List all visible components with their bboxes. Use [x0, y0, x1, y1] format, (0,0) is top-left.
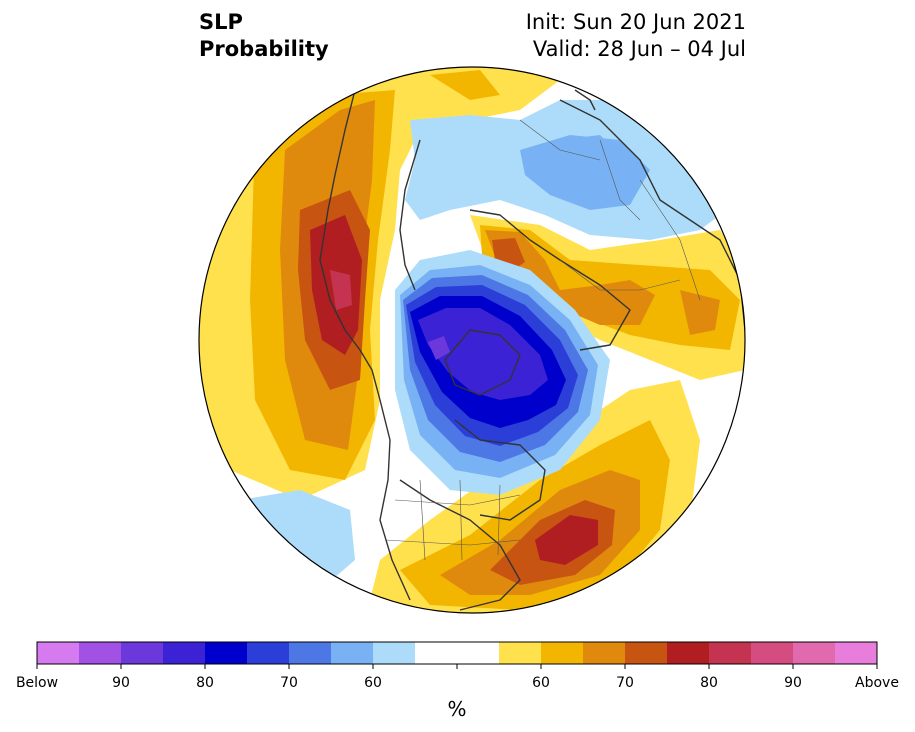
colorbar-label-70-below: 70 — [280, 675, 298, 691]
colorbar — [36, 641, 878, 669]
colorbar-label-below: Below — [15, 675, 59, 691]
colorbar-swatch — [79, 642, 122, 664]
colorbar-label-above: Above — [855, 675, 899, 691]
colorbar-label-80-below: 80 — [196, 675, 214, 691]
title-product: Probability — [199, 37, 329, 61]
map-title-left: SLP Probability — [199, 9, 329, 63]
colorbar-label-70-above: 70 — [616, 675, 634, 691]
title-variable: SLP — [199, 10, 243, 34]
colorbar-swatch — [793, 642, 836, 664]
colorbar-label-90-above: 90 — [784, 675, 802, 691]
colorbar-unit: % — [447, 697, 467, 721]
colorbar-swatch — [709, 642, 752, 664]
colorbar-swatch — [415, 642, 458, 664]
init-date: Init: Sun 20 Jun 2021 — [525, 10, 746, 34]
colorbar-swatch — [499, 642, 542, 664]
anomaly-arctic-low — [395, 250, 610, 495]
colorbar-swatch — [541, 642, 584, 664]
colorbar-label-60-above: 60 — [532, 675, 550, 691]
anomaly-atlantic-high — [370, 380, 700, 613]
colorbar-swatch — [667, 642, 710, 664]
colorbar-swatch — [205, 642, 248, 664]
colorbar-swatch — [121, 642, 164, 664]
colorbar-swatch — [751, 642, 794, 664]
colorbar-swatch — [583, 642, 626, 664]
probability-field — [199, 67, 745, 613]
colorbar-swatch — [373, 642, 416, 664]
colorbar-label-90-below: 90 — [112, 675, 130, 691]
anomaly-eurasia-high — [470, 215, 745, 380]
valid-period: Valid: 28 Jun – 04 Jul — [532, 37, 746, 61]
colorbar-label-80-above: 80 — [700, 675, 718, 691]
map-title-right: Init: Sun 20 Jun 2021 Valid: 28 Jun – 04… — [526, 9, 746, 63]
colorbar-swatch — [37, 642, 80, 664]
colorbar-swatch — [289, 642, 332, 664]
colorbar-swatch — [835, 642, 878, 664]
colorbar-swatch — [625, 642, 668, 664]
colorbar-swatch — [331, 642, 374, 664]
colorbar-swatch — [457, 642, 500, 664]
colorbar-swatch — [163, 642, 206, 664]
borders — [384, 119, 701, 561]
colorbar-swatch — [247, 642, 290, 664]
globe-outline — [198, 66, 746, 614]
colorbar-label-60-below: 60 — [364, 675, 382, 691]
